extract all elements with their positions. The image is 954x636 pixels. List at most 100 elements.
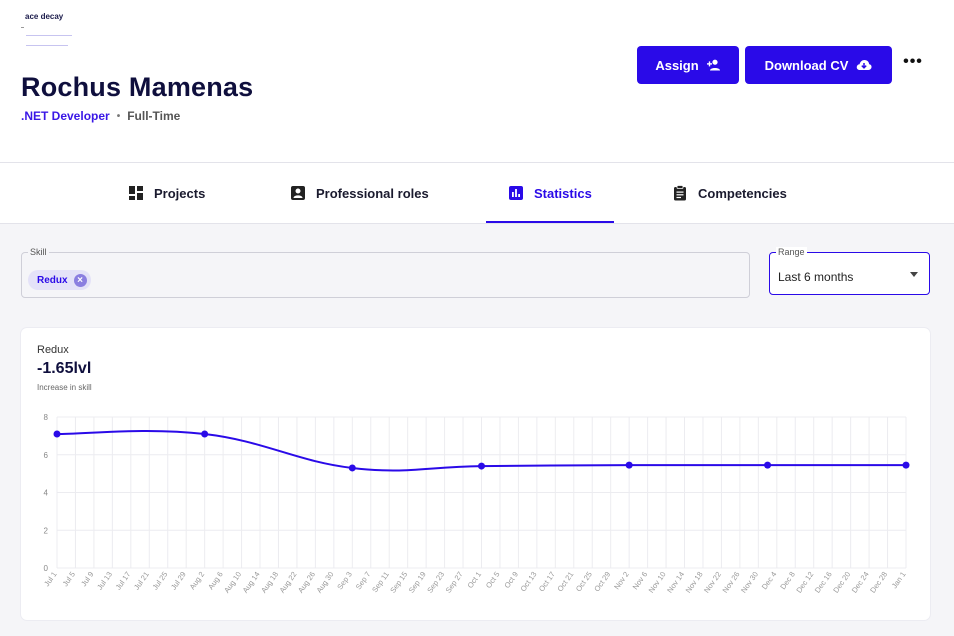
x-tick-label: Nov 14 [665,570,686,595]
statistics-panel: Skill Redux × Range Last 6 months Redux … [0,224,954,636]
data-point [625,461,633,469]
x-tick-label: Sep 11 [370,570,391,594]
x-tick-label: Sep 23 [425,570,446,595]
x-tick-label: Nov 18 [684,570,705,595]
logo-text: ace decay [25,12,64,21]
skill-change-value: -1.65lvl [37,360,92,377]
company-logo: ace decay [21,12,81,50]
x-tick-label: Aug 18 [259,570,280,595]
logo-line [26,35,72,36]
download-cv-label: Download CV [764,57,849,73]
assign-label: Assign [655,57,699,73]
tab-projects[interactable]: Projects [128,163,205,223]
x-tick-label: Nov 2 [612,570,631,591]
chip-label: Redux [37,274,68,286]
x-tick-label: Dec 16 [813,570,834,595]
badge-icon [291,186,305,200]
x-tick-label: Oct 21 [555,570,575,593]
x-tick-label: Nov 6 [631,570,650,591]
x-tick-label: Aug 14 [241,570,262,595]
x-tick-label: Oct 9 [502,570,520,590]
x-tick-label: Sep 15 [388,570,409,595]
employment-type: Full-Time [127,109,181,123]
data-point [764,461,772,469]
active-tab-indicator [486,221,614,223]
x-tick-label: Jul 13 [95,570,114,592]
dropdown-arrow-icon [910,272,918,277]
x-tick-label: Nov 22 [702,570,723,595]
tab-label: Statistics [534,185,592,201]
x-tick-label: Oct 13 [518,570,538,593]
x-tick-label: Aug 2 [188,570,207,591]
x-tick-label: Aug 22 [278,570,299,595]
logo-line [26,45,68,46]
x-tick-label: Jul 5 [61,570,77,588]
range-label: Range [776,247,807,257]
dashboard-icon [129,186,143,200]
separator-dot: • [116,110,121,122]
tabs-bar: Projects Professional roles Statistics C… [0,162,954,224]
x-tick-label: Jul 17 [114,570,133,592]
more-icon: ••• [903,53,923,70]
download-cv-button[interactable]: Download CV [745,46,892,84]
x-tick-label: Jul 9 [79,570,95,588]
x-tick-label: Sep 7 [354,570,373,591]
x-tick-label: Aug 6 [206,570,225,591]
data-point [53,430,61,438]
tab-competencies[interactable]: Competencies [672,163,787,223]
person-add-icon [706,59,720,71]
tab-label: Competencies [698,185,787,201]
tab-statistics[interactable]: Statistics [508,163,592,223]
x-tick-label: Dec 20 [831,570,852,595]
x-tick-label: Nov 26 [721,570,742,595]
x-tick-label: Oct 17 [537,570,557,593]
person-name: Rochus Mamenas [21,72,254,102]
skill-change-caption: Increase in skill [37,383,92,392]
x-tick-label: Jul 21 [132,570,151,592]
skill-label: Skill [28,247,49,257]
clipboard-icon [674,185,686,201]
x-tick-label: Oct 25 [574,570,594,593]
cloud-download-icon [857,60,872,70]
y-tick-label: 6 [44,451,49,460]
x-tick-label: Dec 12 [794,570,815,595]
tab-label: Projects [154,185,206,201]
y-tick-label: 0 [44,564,49,573]
data-point [902,461,910,469]
x-tick-label: Nov 10 [647,570,668,595]
more-options-button[interactable]: ••• [903,52,923,72]
x-tick-label: Sep 27 [444,570,465,595]
tab-professional-roles[interactable]: Professional roles [290,163,429,223]
x-tick-label: Aug 10 [222,570,243,595]
chart-skill-name: Redux [37,344,69,356]
range-select[interactable]: Range Last 6 months [769,247,930,295]
tab-label: Professional roles [316,185,429,201]
skill-chart-card: Redux -1.65lvl Increase in skill 0 2 4 6 8 Ju… [21,328,930,620]
skill-select[interactable]: Skill Redux × [21,247,750,298]
x-tick-label: Nov 30 [739,570,760,595]
x-tick-label: Sep 19 [407,570,428,595]
data-point [478,462,485,470]
bar-chart-icon [509,186,523,200]
role-link[interactable]: .NET Developer [21,109,110,123]
data-point [201,430,209,438]
x-tick-label: Aug 30 [314,570,335,595]
x-tick-label: Aug 26 [296,570,317,595]
assign-button[interactable]: Assign [637,46,739,84]
logo-mark [21,27,24,28]
x-tick-label: Jul 25 [151,570,170,592]
x-tick-label: Dec 4 [760,570,779,591]
x-tick-label: Dec 28 [868,570,889,595]
remove-chip-icon[interactable]: × [73,273,87,287]
x-tick-label: Oct 1 [465,570,483,590]
x-tick-label: Oct 29 [592,570,612,593]
x-tick-label: Dec 8 [778,570,797,591]
x-tick-label: Sep 3 [335,570,354,591]
x-tick-label: Jul 29 [169,570,188,592]
range-value: Last 6 months [778,270,854,284]
x-tick-label: Dec 24 [850,570,871,595]
x-tick-label: Jan 1 [890,570,908,590]
person-subline: .NET Developer • Full-Time [21,109,180,123]
y-tick-label: 8 [44,413,49,422]
